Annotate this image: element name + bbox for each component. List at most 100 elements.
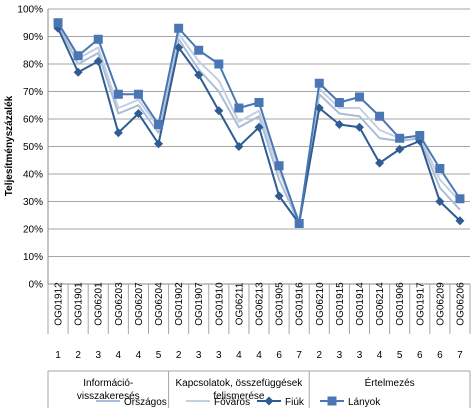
x-tick-code: OG01917 [415, 282, 426, 326]
x-tick-level: 4 [236, 350, 242, 361]
data-point-diamond [133, 109, 143, 118]
y-tick-label: 100% [17, 5, 43, 16]
data-point-diamond [435, 197, 445, 206]
x-tick-level: 3 [216, 350, 222, 361]
x-tick-level: 5 [397, 350, 403, 361]
x-tick-code: OG06207 [134, 282, 145, 326]
data-point-square [174, 23, 184, 33]
data-point-diamond [73, 67, 83, 77]
x-tick-level: 5 [156, 350, 162, 361]
group-label: Értelmezés [365, 376, 415, 389]
x-tick-level: 3 [357, 350, 363, 361]
data-point-square [415, 131, 425, 140]
data-point-diamond [354, 122, 364, 132]
x-tick-level: 2 [75, 350, 81, 361]
data-point-square [314, 78, 324, 88]
data-point-diamond [234, 142, 244, 151]
y-tick-label: 60% [23, 115, 43, 126]
x-tick-level: 4 [256, 350, 262, 361]
data-point-square [113, 89, 123, 99]
x-tick-level: 3 [95, 350, 101, 361]
data-point-square [53, 18, 63, 28]
x-tick-code: OG01916 [295, 282, 306, 326]
x-tick-level: 3 [337, 350, 343, 361]
series-line-országos [57, 25, 461, 225]
x-tick-code: OG01912 [54, 282, 65, 326]
x-axis: OG01912 1 OG01901 2 OG06201 3 OG06203 4 OG06207 4… [47, 282, 471, 408]
x-tick-code: OG01914 [355, 282, 366, 326]
x-tick-level: 6 [437, 350, 443, 361]
x-tick-code: OG01902 [174, 282, 185, 326]
legend-marker-square [327, 396, 337, 406]
legend-marker-diamond [264, 396, 274, 406]
legend-label: Lányok [348, 397, 381, 408]
y-tick-label: 30% [23, 197, 43, 208]
y-tick-label: 20% [23, 225, 43, 236]
group-label: Információ- [83, 378, 133, 389]
x-tick-code: OG01901 [74, 282, 85, 326]
data-point-square [274, 161, 284, 171]
x-tick-code: OG06201 [94, 282, 105, 326]
series-lines [53, 18, 465, 228]
data-point-diamond [113, 128, 123, 138]
x-tick-code: OG06211 [234, 282, 245, 325]
data-point-square [214, 59, 224, 69]
data-point-diamond [93, 56, 103, 66]
y-axis-tick-labels: 0% 10% 20% 30% 40% 50% 60% 70% 80% 90% 100% [17, 5, 43, 291]
x-tick-level: 7 [296, 350, 302, 361]
x-tick-level: 7 [457, 350, 463, 361]
x-tick-code: OG06214 [375, 282, 386, 326]
gridlines [47, 8, 470, 285]
legend-label: Főváros [214, 397, 250, 408]
x-tick-level: 1 [55, 350, 61, 361]
group-label: Kapcsolatok, összefüggések [176, 378, 304, 389]
legend-label: Fiúk [285, 397, 305, 408]
x-tick-level: 3 [196, 350, 202, 361]
data-point-square [375, 111, 385, 121]
x-tick-code: OG01915 [335, 282, 346, 326]
x-tick-level: 6 [276, 350, 282, 361]
x-tick-level: 4 [377, 350, 383, 361]
y-tick-label: 80% [23, 60, 43, 71]
y-axis-title: Teljesítményszázalék [4, 95, 15, 196]
data-point-square [395, 133, 405, 143]
x-tick-level: 4 [116, 350, 122, 361]
x-tick-code: OG06204 [154, 282, 165, 326]
data-point-square [354, 92, 364, 102]
legend-label: Országos [124, 397, 167, 408]
y-tick-label: 10% [23, 252, 43, 263]
data-point-diamond [274, 191, 284, 201]
x-tick-code: OG06210 [315, 282, 326, 326]
data-point-square [435, 164, 445, 173]
y-tick-label: 90% [23, 32, 43, 43]
group-label: visszakeresés [77, 391, 140, 402]
data-point-square [73, 51, 83, 61]
data-point-square [133, 89, 143, 99]
data-point-diamond [455, 216, 465, 226]
x-tick-level: 4 [136, 350, 142, 361]
x-tick-level: 2 [176, 350, 182, 361]
data-point-square [334, 98, 344, 107]
data-point-diamond [214, 106, 224, 116]
data-point-diamond [154, 139, 164, 149]
data-point-diamond [194, 70, 204, 80]
data-point-diamond [174, 43, 184, 52]
data-point-diamond [334, 120, 344, 129]
data-point-square [194, 45, 204, 55]
series-line-főváros [57, 22, 461, 222]
legend: Országos Főváros Fiúk Lányok [96, 396, 381, 408]
x-tick-code: OG06203 [114, 282, 125, 326]
x-tick-level: 6 [417, 350, 423, 361]
data-point-square [154, 120, 164, 129]
y-tick-label: 40% [23, 170, 43, 181]
data-point-square [234, 103, 244, 113]
x-tick-code: OG06209 [435, 282, 446, 326]
x-tick-code: OG06206 [455, 282, 466, 326]
data-point-diamond [395, 144, 405, 154]
data-point-diamond [254, 122, 264, 132]
x-tick-code: OG01905 [275, 282, 286, 326]
y-tick-label: 0% [29, 280, 44, 291]
data-point-square [93, 34, 103, 44]
y-tick-label: 50% [23, 142, 43, 153]
